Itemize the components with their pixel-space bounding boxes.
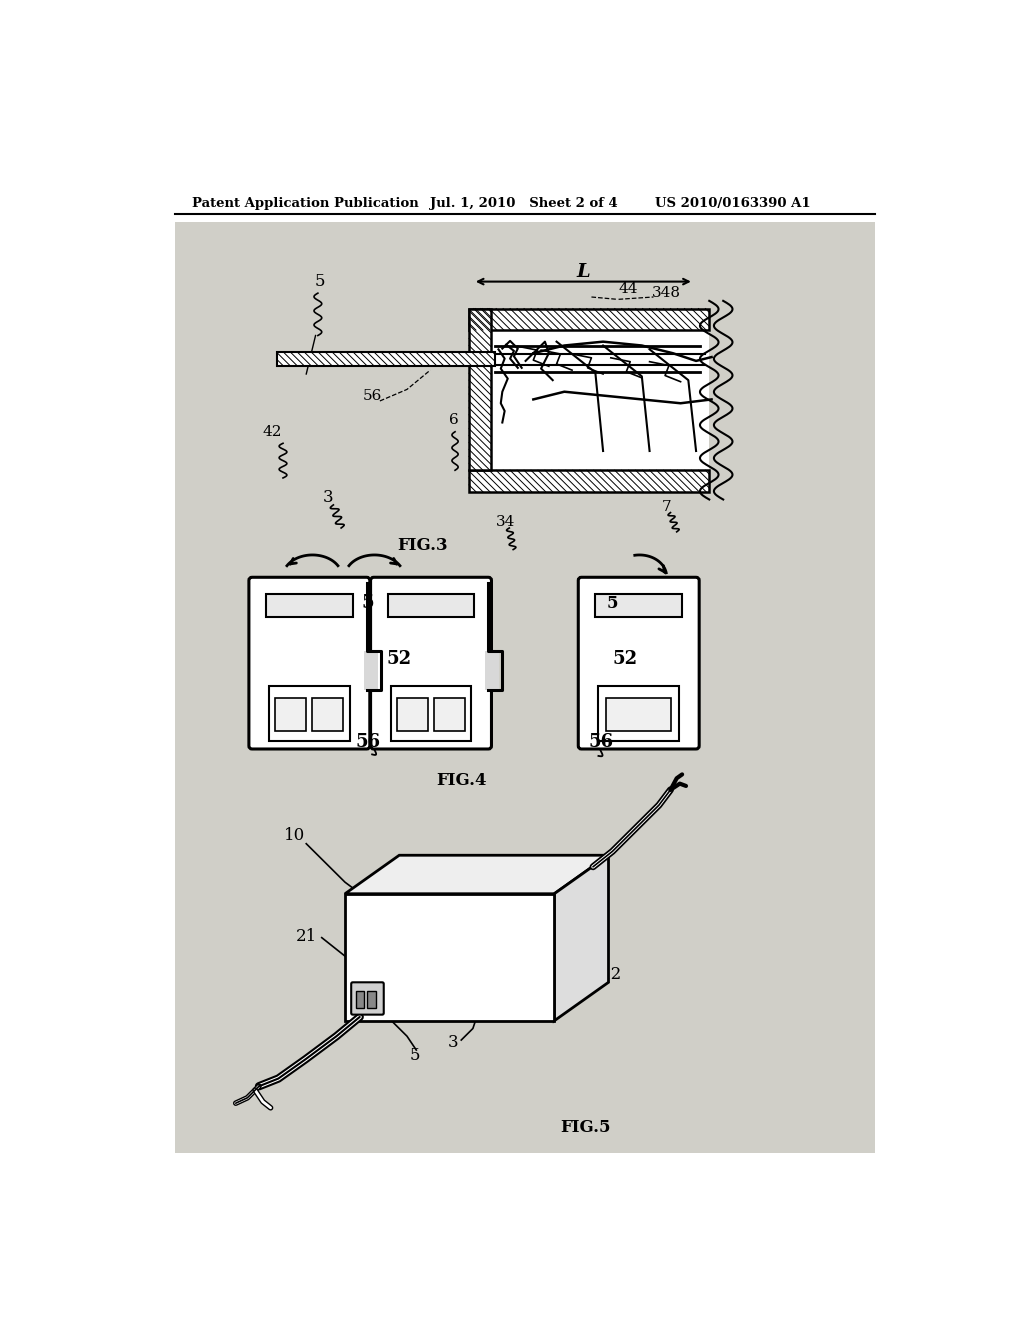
Text: 12: 12 bbox=[601, 966, 622, 983]
Text: L: L bbox=[577, 264, 590, 281]
Bar bbox=[391, 686, 471, 742]
Text: 3: 3 bbox=[323, 488, 333, 506]
Text: 34: 34 bbox=[496, 515, 515, 529]
Bar bbox=[598, 686, 679, 742]
FancyBboxPatch shape bbox=[351, 982, 384, 1015]
FancyBboxPatch shape bbox=[249, 577, 370, 748]
Bar bbox=[174, 222, 876, 1154]
Text: FIG.3: FIG.3 bbox=[397, 537, 447, 554]
Bar bbox=[490, 330, 710, 470]
Bar bbox=[266, 594, 352, 618]
Text: FIG.5: FIG.5 bbox=[560, 1118, 610, 1135]
Bar bbox=[595, 594, 682, 618]
Text: 42: 42 bbox=[262, 425, 282, 438]
Polygon shape bbox=[345, 855, 608, 894]
Bar bbox=[368, 991, 376, 1007]
Text: Jul. 1, 2010   Sheet 2 of 4: Jul. 1, 2010 Sheet 2 of 4 bbox=[430, 197, 618, 210]
Text: 5: 5 bbox=[606, 595, 618, 612]
FancyBboxPatch shape bbox=[579, 577, 699, 748]
Text: 56: 56 bbox=[588, 733, 613, 751]
Text: FIG.4: FIG.4 bbox=[436, 772, 486, 789]
Text: 348: 348 bbox=[652, 286, 681, 300]
Text: US 2010/0163390 A1: US 2010/0163390 A1 bbox=[655, 197, 811, 210]
Text: 5: 5 bbox=[361, 594, 375, 612]
Bar bbox=[434, 698, 465, 730]
Bar bbox=[469, 309, 490, 470]
Text: 52: 52 bbox=[386, 649, 412, 668]
Text: 44: 44 bbox=[618, 282, 638, 296]
Bar bbox=[388, 594, 474, 618]
Text: 56: 56 bbox=[364, 388, 383, 403]
Bar bbox=[469, 309, 710, 330]
Text: 5: 5 bbox=[410, 1047, 420, 1064]
Bar bbox=[364, 651, 378, 689]
Bar bbox=[606, 698, 672, 730]
Text: 7: 7 bbox=[662, 500, 672, 515]
Text: 5: 5 bbox=[315, 273, 326, 290]
Text: Patent Application Publication: Patent Application Publication bbox=[191, 197, 418, 210]
Text: 3: 3 bbox=[449, 1034, 459, 1051]
Bar bbox=[356, 991, 365, 1007]
Text: 52: 52 bbox=[612, 649, 638, 668]
Text: 56: 56 bbox=[355, 733, 381, 751]
Bar bbox=[269, 686, 349, 742]
Bar bbox=[276, 352, 495, 367]
Bar bbox=[485, 651, 500, 689]
Text: 10: 10 bbox=[284, 828, 305, 845]
Bar bbox=[275, 698, 306, 730]
Text: 21: 21 bbox=[296, 928, 316, 945]
Bar bbox=[397, 698, 428, 730]
Bar bbox=[345, 894, 554, 1020]
Polygon shape bbox=[554, 855, 608, 1020]
FancyBboxPatch shape bbox=[371, 577, 492, 748]
Bar bbox=[469, 470, 710, 492]
Text: 6: 6 bbox=[449, 413, 459, 428]
Bar bbox=[312, 698, 343, 730]
